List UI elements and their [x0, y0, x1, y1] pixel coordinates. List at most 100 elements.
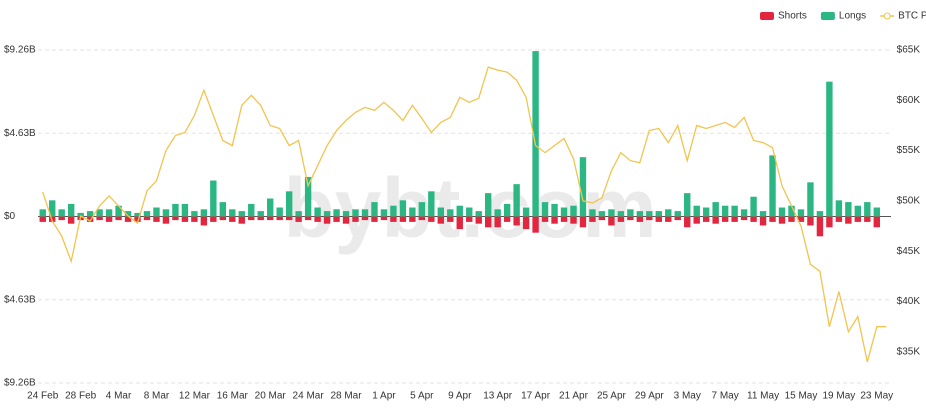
- bar: [589, 209, 596, 217]
- x-tick-label: 23 May: [860, 391, 893, 402]
- bar: [115, 216, 122, 221]
- x-tick-label: 17 Apr: [521, 391, 551, 402]
- bar: [229, 216, 236, 222]
- bar: [674, 211, 681, 217]
- bar: [873, 216, 880, 228]
- bar: [816, 211, 824, 217]
- x-tick-label: 4 Mar: [106, 391, 132, 402]
- bar: [560, 216, 568, 222]
- bar: [788, 205, 795, 217]
- bar: [532, 216, 539, 233]
- bar: [503, 203, 511, 217]
- bar: [484, 216, 492, 228]
- bar: [229, 209, 236, 217]
- bar: [380, 216, 388, 221]
- bar: [721, 205, 729, 217]
- bar: [854, 205, 862, 217]
- bar: [380, 209, 388, 217]
- bar: [684, 216, 691, 228]
- bar: [655, 216, 662, 222]
- bar: [248, 203, 255, 217]
- bar: [428, 216, 435, 222]
- bar: [96, 216, 103, 221]
- bar: [646, 211, 653, 217]
- bar: [67, 216, 75, 224]
- y-tick-label: $4.63B: [4, 128, 36, 139]
- bar: [105, 209, 113, 217]
- bar: [409, 216, 416, 222]
- legend-label: Longs: [839, 11, 866, 22]
- bar: [181, 216, 189, 222]
- bar: [873, 207, 880, 217]
- bar: [238, 211, 245, 217]
- bar: [96, 209, 103, 217]
- bar: [835, 216, 843, 222]
- bar: [390, 205, 397, 217]
- bar: [750, 216, 757, 222]
- y2-tick-label: $45K: [897, 246, 921, 257]
- bar: [494, 216, 501, 228]
- bar: [702, 207, 710, 217]
- bar: [769, 155, 776, 217]
- y2-tick-label: $35K: [897, 346, 921, 357]
- x-tick-label: 5 Apr: [410, 391, 434, 402]
- x-tick-label: 7 May: [712, 391, 739, 402]
- y2-tick-label: $60K: [897, 95, 921, 106]
- bar: [740, 216, 748, 221]
- legend-swatch: [820, 12, 835, 20]
- x-tick-label: 3 May: [674, 391, 701, 402]
- bar: [864, 202, 871, 217]
- bar: [712, 202, 719, 217]
- bar: [579, 157, 587, 217]
- bar: [826, 216, 833, 228]
- bar: [845, 202, 852, 217]
- bar: [655, 211, 662, 217]
- bar: [276, 207, 283, 217]
- bar: [371, 202, 378, 217]
- bar: [304, 176, 312, 217]
- bar: [333, 216, 340, 222]
- bar: [835, 200, 843, 217]
- x-tick-label: 24 Feb: [27, 391, 59, 402]
- x-tick-label: 25 Apr: [597, 391, 627, 402]
- bar: [513, 216, 520, 226]
- bar: [447, 216, 454, 222]
- bar: [684, 193, 691, 217]
- legend-marker: [883, 12, 891, 20]
- bar: [522, 207, 530, 217]
- bar: [494, 209, 501, 217]
- bar: [323, 216, 331, 224]
- bar: [617, 211, 625, 217]
- legend-label: BTC Price: [898, 11, 926, 22]
- bar: [437, 216, 445, 224]
- bar: [418, 216, 426, 221]
- bar: [124, 211, 132, 217]
- x-tick-label: 20 Mar: [255, 391, 287, 402]
- bar: [238, 216, 245, 224]
- bar: [778, 216, 786, 224]
- bar: [665, 216, 672, 222]
- bar: [522, 216, 530, 230]
- bar: [162, 209, 170, 217]
- bar: [484, 193, 492, 217]
- bar: [124, 216, 132, 222]
- bar: [257, 216, 264, 221]
- bar: [778, 207, 786, 217]
- bar: [646, 216, 653, 221]
- bar: [807, 182, 814, 217]
- x-tick-label: 28 Mar: [330, 391, 362, 402]
- x-tick-label: 21 Apr: [559, 391, 589, 402]
- bar: [342, 211, 350, 217]
- y2-tick-label: $40K: [897, 296, 921, 307]
- bar: [854, 216, 862, 222]
- legend-label: Shorts: [778, 11, 807, 22]
- bar: [181, 203, 189, 217]
- x-tick-label: 28 Feb: [65, 391, 97, 402]
- bar: [39, 209, 46, 217]
- bar: [608, 209, 615, 217]
- bar: [39, 216, 46, 222]
- bar: [665, 209, 672, 217]
- bar: [333, 209, 340, 217]
- y2-tick-label: $65K: [897, 45, 921, 56]
